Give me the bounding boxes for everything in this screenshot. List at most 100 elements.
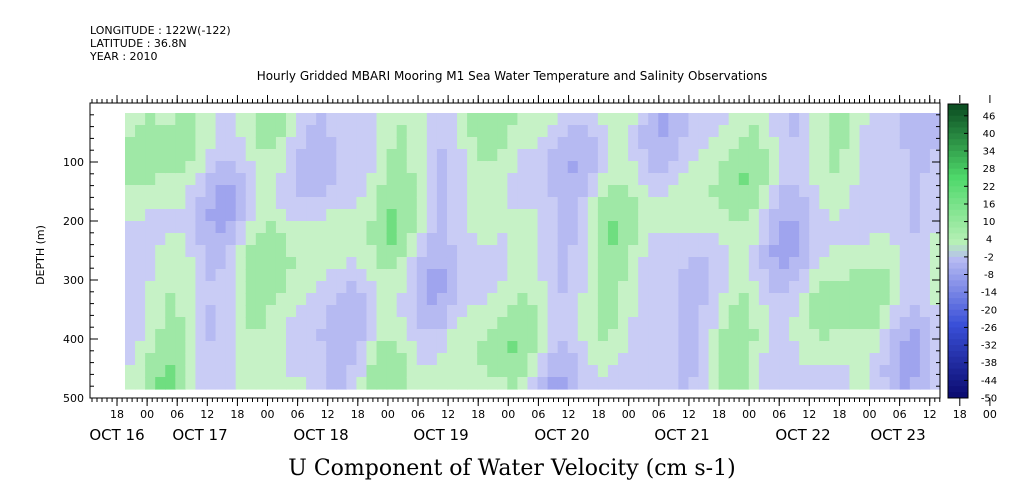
heatmap-cell xyxy=(326,329,337,342)
heatmap-cell xyxy=(285,197,297,210)
heatmap-cell xyxy=(648,245,659,258)
heatmap-cell xyxy=(296,113,307,126)
heatmap-cell xyxy=(698,305,710,318)
heatmap-cell xyxy=(597,281,609,294)
colorbar-band xyxy=(948,315,968,322)
heatmap-cell xyxy=(587,161,599,174)
heatmap-cell xyxy=(457,173,468,186)
heatmap-cell xyxy=(155,149,166,162)
heatmap-cell xyxy=(879,257,891,270)
heatmap-cell xyxy=(326,365,337,378)
heatmap-cell xyxy=(929,209,941,222)
heatmap-cell xyxy=(436,113,448,126)
heatmap-cell xyxy=(919,377,931,390)
heatmap-cell xyxy=(597,173,609,186)
heatmap-cell xyxy=(145,269,156,282)
heatmap-cell xyxy=(125,137,136,150)
heatmap-cell xyxy=(316,197,327,210)
heatmap-cell xyxy=(225,305,237,318)
heatmap-cell xyxy=(628,125,639,138)
heatmap-cell xyxy=(406,353,418,366)
heatmap-cell xyxy=(125,353,136,366)
heatmap-cell xyxy=(638,245,649,258)
heatmap-cell xyxy=(396,161,408,174)
heatmap-cell xyxy=(668,161,679,174)
heatmap-cell xyxy=(245,377,257,390)
colorbar-band xyxy=(948,356,968,364)
variable-label: U Component of Water Velocity (cm s-1) xyxy=(288,456,735,481)
heatmap-cell xyxy=(306,125,317,138)
heatmap-cell xyxy=(195,329,207,342)
heatmap-cell xyxy=(839,281,851,294)
heatmap-cell xyxy=(457,353,468,366)
heatmap-cell xyxy=(406,185,418,198)
heatmap-cell xyxy=(708,365,720,378)
heatmap-cell xyxy=(809,365,820,378)
heatmap-cell xyxy=(597,197,609,210)
heatmap-cell xyxy=(185,173,197,186)
heatmap-cell xyxy=(426,113,438,126)
heatmap-cell xyxy=(648,221,659,234)
heatmap-cell xyxy=(245,329,257,342)
heatmap-cell xyxy=(919,269,931,282)
heatmap-cell xyxy=(225,377,237,390)
heatmap-cell xyxy=(738,185,750,198)
heatmap-cell xyxy=(869,221,881,234)
heatmap-cell xyxy=(678,377,690,390)
heatmap-cell xyxy=(839,137,851,150)
heatmap-cell xyxy=(446,257,458,270)
heatmap-cell xyxy=(638,329,649,342)
heatmap-cell xyxy=(215,341,227,354)
heatmap-cell xyxy=(185,329,197,342)
heatmap-cell xyxy=(638,185,649,198)
heatmap-cell xyxy=(316,245,327,258)
heatmap-cell xyxy=(658,353,669,366)
heatmap-cell xyxy=(648,353,659,366)
heatmap-cell xyxy=(356,329,368,342)
heatmap-cell xyxy=(165,281,176,294)
heatmap-cell xyxy=(326,161,337,174)
heatmap-cell xyxy=(446,269,458,282)
heatmap-cell xyxy=(909,209,921,222)
colorbar-band xyxy=(948,156,968,164)
heatmap-cell xyxy=(205,305,217,318)
heatmap-cell xyxy=(175,353,186,366)
heatmap-cell xyxy=(245,257,257,270)
heatmap-cell xyxy=(869,365,881,378)
heatmap-cell xyxy=(215,269,227,282)
heatmap-cell xyxy=(316,341,327,354)
heatmap-cell xyxy=(567,233,579,246)
heatmap-cell xyxy=(708,233,720,246)
x-hour-tick-label: 06 xyxy=(411,408,425,421)
heatmap-cell xyxy=(195,221,207,234)
heatmap-cell xyxy=(376,269,388,282)
heatmap-cell xyxy=(497,365,508,378)
heatmap-cell xyxy=(929,269,941,282)
heatmap-cell xyxy=(457,341,468,354)
heatmap-cell xyxy=(497,137,508,150)
heatmap-cell xyxy=(487,113,498,126)
heatmap-cell xyxy=(195,173,207,186)
heatmap-cell xyxy=(285,365,297,378)
heatmap-cell xyxy=(929,305,941,318)
heatmap-cell xyxy=(477,329,488,342)
heatmap-cell xyxy=(487,257,498,270)
heatmap-cell xyxy=(688,353,700,366)
heatmap-cell xyxy=(185,221,197,234)
heatmap-cell xyxy=(306,221,317,234)
heatmap-cell xyxy=(135,125,146,138)
heatmap-cell xyxy=(869,161,881,174)
heatmap-cell xyxy=(748,209,760,222)
heatmap-cell xyxy=(185,305,197,318)
heatmap-cell xyxy=(285,233,297,246)
heatmap-cell xyxy=(839,161,851,174)
heatmap-cell xyxy=(165,113,176,126)
y-tick-label: 200 xyxy=(63,215,84,228)
heatmap-cell xyxy=(356,317,368,330)
heatmap-cell xyxy=(275,329,287,342)
heatmap-cell xyxy=(457,113,468,126)
colorbar-band xyxy=(948,321,968,328)
x-hour-tick-label: 00 xyxy=(863,408,877,421)
heatmap-cell xyxy=(638,161,649,174)
heatmap-cell xyxy=(527,365,539,378)
